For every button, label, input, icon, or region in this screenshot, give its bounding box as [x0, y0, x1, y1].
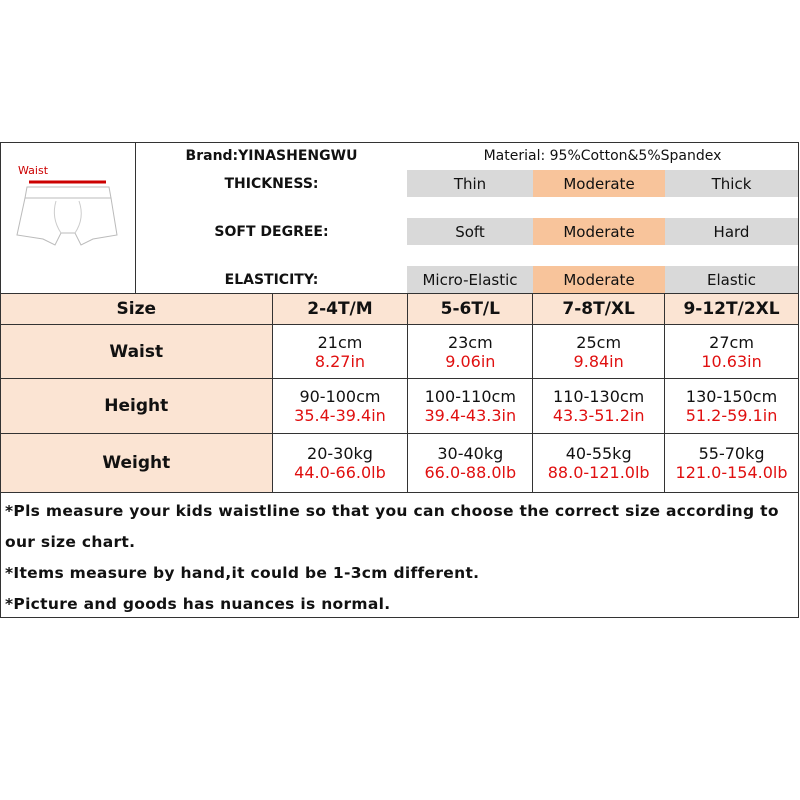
metric-value: 90-100cm — [299, 387, 381, 406]
metric-value: 21cm — [317, 332, 363, 352]
thickness-label: THICKNESS: — [224, 175, 319, 192]
metric-value: 20-30kg — [307, 444, 373, 463]
metric-value: 100-110cm — [424, 387, 516, 406]
imperial-value: 35.4-39.4in — [294, 406, 386, 425]
note-hand-measure: *Items measure by hand,it could be 1-3cm… — [5, 564, 480, 582]
thickness-moderate-selected: Moderate — [533, 170, 665, 197]
row-label: Height — [0, 378, 273, 434]
header-size-col: 9-12T/2XL — [664, 293, 799, 325]
metric-value: 55-70kg — [698, 444, 765, 463]
table-cell: 27cm 10.63in — [664, 324, 799, 379]
header-size-col: 5-6T/L — [407, 293, 534, 325]
imperial-value: 10.63in — [701, 351, 762, 371]
material-text: Material: 95%Cotton&5%Spandex — [483, 148, 722, 164]
header-size-col: 7-8T/XL — [532, 293, 666, 325]
imperial-value: 66.0-88.0lb — [424, 463, 517, 482]
elasticity-label: ELASTICITY: — [224, 271, 319, 288]
imperial-value: 9.84in — [573, 351, 624, 371]
soft-degree-label: SOFT DEGREE: — [214, 223, 329, 240]
imperial-value: 121.0-154.0lb — [675, 463, 788, 482]
brand-section — [135, 142, 407, 294]
table-row-waist: Waist 21cm 8.27in 23cm 9.06in 25cm 9.84in 2… — [0, 324, 799, 379]
table-cell: 30-40kg 66.0-88.0lb — [407, 433, 534, 493]
header-size: Size — [0, 293, 273, 325]
table-cell: 21cm 8.27in — [271, 324, 409, 379]
size-header-row: Size 2-4T/M 5-6T/L 7-8T/XL 9-12T/2XL — [0, 293, 799, 325]
row-label: Waist — [0, 324, 273, 379]
table-cell: 40-55kg 88.0-121.0lb — [532, 433, 666, 493]
row-label: Weight — [0, 433, 273, 493]
metric-value: 25cm — [576, 332, 622, 352]
imperial-value: 8.27in — [314, 351, 366, 371]
table-cell: 90-100cm 35.4-39.4in — [271, 378, 409, 434]
table-cell: 130-150cm 51.2-59.1in — [664, 378, 799, 434]
metric-value: 23cm — [447, 332, 493, 352]
soft-degree-hard: Hard — [665, 218, 798, 245]
brand-text: Brand:YINASHENGWU — [185, 148, 358, 164]
illustration-cell: Waist — [0, 142, 136, 294]
table-cell: 23cm 9.06in — [407, 324, 534, 379]
elasticity-moderate-selected: Moderate — [533, 266, 665, 293]
imperial-value: 9.06in — [445, 351, 496, 371]
note-measure: *Pls measure your kids waistline so that… — [5, 502, 779, 551]
table-row-height: Height 90-100cm 35.4-39.4in 100-110cm 39.4… — [0, 378, 799, 434]
elasticity-micro-elastic: Micro-Elastic — [407, 266, 533, 293]
metric-value: 40-55kg — [565, 444, 632, 463]
imperial-value: 39.4-43.3in — [424, 406, 517, 425]
thickness-thick: Thick — [665, 170, 798, 197]
thickness-thin: Thin — [407, 170, 533, 197]
table-cell: 100-110cm 39.4-43.3in — [407, 378, 534, 434]
metric-value: 110-130cm — [553, 387, 645, 406]
waist-label: Waist — [18, 164, 49, 177]
notes-section: *Pls measure your kids waistline so that… — [0, 492, 799, 618]
size-table: Size 2-4T/M 5-6T/L 7-8T/XL 9-12T/2XL Wai… — [0, 293, 799, 493]
note-nuances: *Picture and goods has nuances is normal… — [5, 595, 391, 613]
elasticity-elastic: Elastic — [665, 266, 798, 293]
imperial-value: 51.2-59.1in — [685, 406, 778, 425]
soft-degree-soft: Soft — [407, 218, 533, 245]
metric-value: 27cm — [709, 332, 754, 352]
table-cell: 25cm 9.84in — [532, 324, 666, 379]
metric-value: 30-40kg — [437, 444, 504, 463]
metric-value: 130-150cm — [685, 387, 778, 406]
imperial-value: 88.0-121.0lb — [547, 463, 650, 482]
table-cell: 20-30kg 44.0-66.0lb — [271, 433, 409, 493]
imperial-value: 43.3-51.2in — [552, 406, 645, 425]
header-size-col: 2-4T/M — [271, 293, 409, 325]
table-cell: 55-70kg 121.0-154.0lb — [664, 433, 799, 493]
table-cell: 110-130cm 43.3-51.2in — [532, 378, 666, 434]
soft-degree-moderate-selected: Moderate — [533, 218, 665, 245]
underwear-illustration-icon — [16, 180, 118, 246]
table-row-weight: Weight 20-30kg 44.0-66.0lb 30-40kg 66.0-88… — [0, 433, 799, 493]
imperial-value: 44.0-66.0lb — [294, 463, 386, 482]
